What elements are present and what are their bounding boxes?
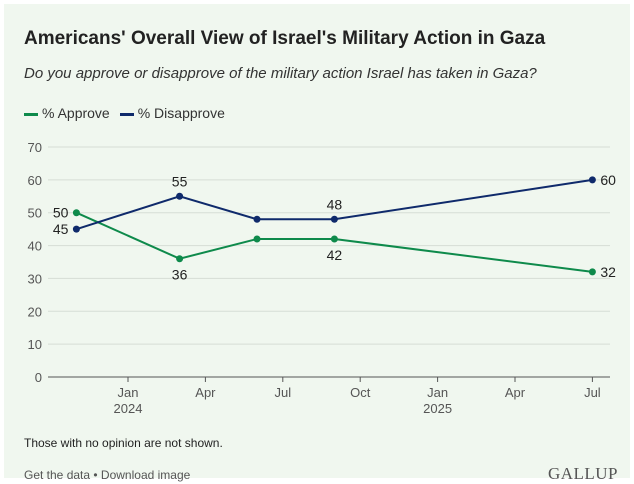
legend-disapprove: % Disapprove (119, 105, 225, 121)
data-point (588, 268, 596, 276)
data-label: 60 (600, 172, 616, 188)
chart-card: Americans' Overall View of Israel's Mili… (4, 4, 630, 483)
legend-swatch-approve (24, 112, 38, 116)
y-tick-label: 30 (28, 271, 42, 286)
data-label: 48 (327, 196, 343, 212)
y-tick-label: 60 (28, 173, 42, 188)
data-point (253, 235, 261, 243)
data-label: 45 (53, 221, 69, 237)
y-tick-label: 20 (28, 304, 42, 319)
x-tick-label: Oct (350, 385, 371, 400)
x-tick-label: Apr (195, 385, 216, 400)
data-point (176, 255, 184, 263)
legend: % Approve % Disapprove (24, 105, 225, 121)
y-tick-label: 50 (28, 206, 42, 221)
data-label: 42 (327, 247, 343, 263)
data-point (176, 192, 184, 200)
separator: • (90, 468, 101, 482)
x-tick-year: 2024 (114, 401, 143, 416)
chart-subtitle: Do you approve or disapprove of the mili… (24, 65, 537, 82)
data-point (588, 176, 596, 184)
legend-label: % Disapprove (137, 105, 225, 121)
chart-title: Americans' Overall View of Israel's Mili… (24, 28, 546, 49)
data-label: 55 (172, 173, 188, 189)
data-point (330, 235, 338, 243)
x-tick-label: Jul (584, 385, 601, 400)
legend-label: % Approve (42, 105, 110, 121)
x-tick-label: Jan (118, 385, 139, 400)
data-point (330, 215, 338, 223)
download-image-link[interactable]: Download image (100, 468, 191, 482)
footer: Get the data • Download image (24, 468, 190, 482)
y-tick-label: 70 (28, 140, 42, 155)
x-tick-year: 2025 (423, 401, 452, 416)
gallup-logo: GALLUP (547, 464, 618, 483)
legend-swatch-disapprove (119, 112, 134, 116)
y-tick-label: 0 (35, 370, 42, 385)
x-tick-label: Apr (505, 385, 526, 400)
legend-approve: % Approve (24, 105, 110, 121)
chart-note: Those with no opinion are not shown. (24, 436, 223, 450)
data-label: 36 (172, 267, 188, 283)
x-tick-label: Jul (274, 385, 291, 400)
y-tick-label: 10 (28, 337, 42, 352)
data-label: 32 (600, 264, 616, 280)
y-tick-label: 40 (28, 239, 42, 254)
get-data-link[interactable]: Get the data (24, 468, 91, 482)
data-label: 50 (53, 205, 69, 221)
data-point (72, 225, 80, 233)
data-point (253, 215, 261, 223)
x-tick-label: Jan (427, 385, 448, 400)
data-point (72, 209, 80, 217)
